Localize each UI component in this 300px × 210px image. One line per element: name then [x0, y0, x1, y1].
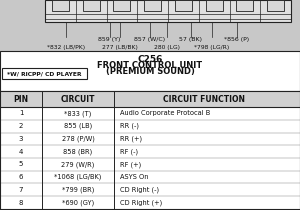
Text: CIRCUIT FUNCTION: CIRCUIT FUNCTION [163, 95, 245, 104]
Text: 8: 8 [19, 200, 23, 206]
Text: PIN: PIN [14, 95, 28, 104]
Bar [52, 0, 69, 10]
Text: 5: 5 [19, 161, 23, 167]
Text: 6: 6 [19, 174, 23, 180]
Bar [144, 0, 161, 10]
Text: *856 (P): *856 (P) [224, 37, 250, 42]
Text: *690 (GY): *690 (GY) [62, 199, 94, 206]
Text: CD Right (-): CD Right (-) [120, 187, 159, 193]
Text: *798 (LG/R): *798 (LG/R) [194, 45, 229, 50]
Bar [0, 91, 300, 209]
Text: 279 (W/R): 279 (W/R) [61, 161, 95, 168]
Text: C256: C256 [137, 55, 163, 64]
Text: 857 (W/C): 857 (W/C) [134, 37, 166, 42]
Text: CD Right (+): CD Right (+) [120, 199, 162, 206]
Text: 278 (P/W): 278 (P/W) [61, 136, 94, 142]
Text: 4: 4 [19, 149, 23, 155]
Bar [0, 51, 300, 91]
Bar [0, 91, 300, 107]
Bar [267, 0, 284, 10]
Text: 2: 2 [19, 123, 23, 129]
Text: 1: 1 [19, 110, 23, 117]
Text: *833 (T): *833 (T) [64, 110, 92, 117]
Text: 3: 3 [19, 136, 23, 142]
Text: 280 (LG): 280 (LG) [154, 45, 179, 50]
Text: 858 (BR): 858 (BR) [63, 148, 93, 155]
Text: *832 (LB/PK): *832 (LB/PK) [47, 45, 85, 50]
Text: RF (-): RF (-) [120, 148, 138, 155]
Text: RR (-): RR (-) [120, 123, 139, 129]
Bar [175, 0, 192, 10]
Text: Audio Corporate Protocal B: Audio Corporate Protocal B [120, 110, 210, 117]
Text: *W/ RICPP/ CD PLAYER: *W/ RICPP/ CD PLAYER [7, 71, 82, 76]
Text: 855 (LB): 855 (LB) [64, 123, 92, 129]
Text: CIRCUIT: CIRCUIT [61, 95, 95, 104]
Text: (PREMIUM SOUND): (PREMIUM SOUND) [106, 67, 194, 76]
Bar [113, 0, 130, 10]
Text: 277 (LB/BK): 277 (LB/BK) [102, 45, 138, 50]
Bar [206, 0, 223, 10]
Bar [2, 68, 87, 79]
Text: FRONT CONTROL UNIT: FRONT CONTROL UNIT [98, 61, 202, 70]
Text: 859 (Y): 859 (Y) [98, 37, 121, 42]
Text: *799 (BR): *799 (BR) [62, 187, 94, 193]
Bar [83, 0, 100, 10]
Text: RR (+): RR (+) [120, 136, 142, 142]
Text: *1068 (LG/BK): *1068 (LG/BK) [54, 174, 102, 180]
Bar [45, 0, 291, 22]
Text: 57 (BK): 57 (BK) [179, 37, 202, 42]
Text: ASYS On: ASYS On [120, 174, 148, 180]
Text: RF (+): RF (+) [120, 161, 141, 168]
Bar [236, 0, 253, 10]
Text: 7: 7 [19, 187, 23, 193]
